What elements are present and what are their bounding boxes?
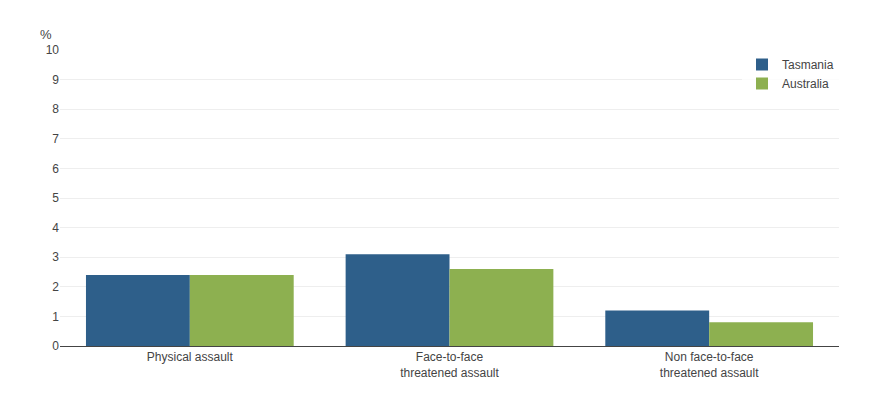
svg-text:2: 2 xyxy=(52,280,59,294)
svg-text:4: 4 xyxy=(52,221,59,235)
svg-text:Australia: Australia xyxy=(782,77,829,91)
svg-text:%: % xyxy=(40,27,52,42)
svg-text:1: 1 xyxy=(52,310,59,324)
svg-text:Non face-to-facethreatened ass: Non face-to-facethreatened assault xyxy=(660,350,759,380)
svg-text:Tasmania: Tasmania xyxy=(782,58,834,72)
svg-text:3: 3 xyxy=(52,250,59,264)
svg-text:Physical assault: Physical assault xyxy=(147,350,234,364)
svg-text:10: 10 xyxy=(46,43,60,57)
svg-text:9: 9 xyxy=(52,73,59,87)
svg-text:6: 6 xyxy=(52,162,59,176)
svg-text:8: 8 xyxy=(52,102,59,116)
svg-text:7: 7 xyxy=(52,132,59,146)
svg-text:Face-to-facethreatened assault: Face-to-facethreatened assault xyxy=(400,350,499,380)
svg-text:0: 0 xyxy=(52,339,59,353)
svg-text:5: 5 xyxy=(52,191,59,205)
